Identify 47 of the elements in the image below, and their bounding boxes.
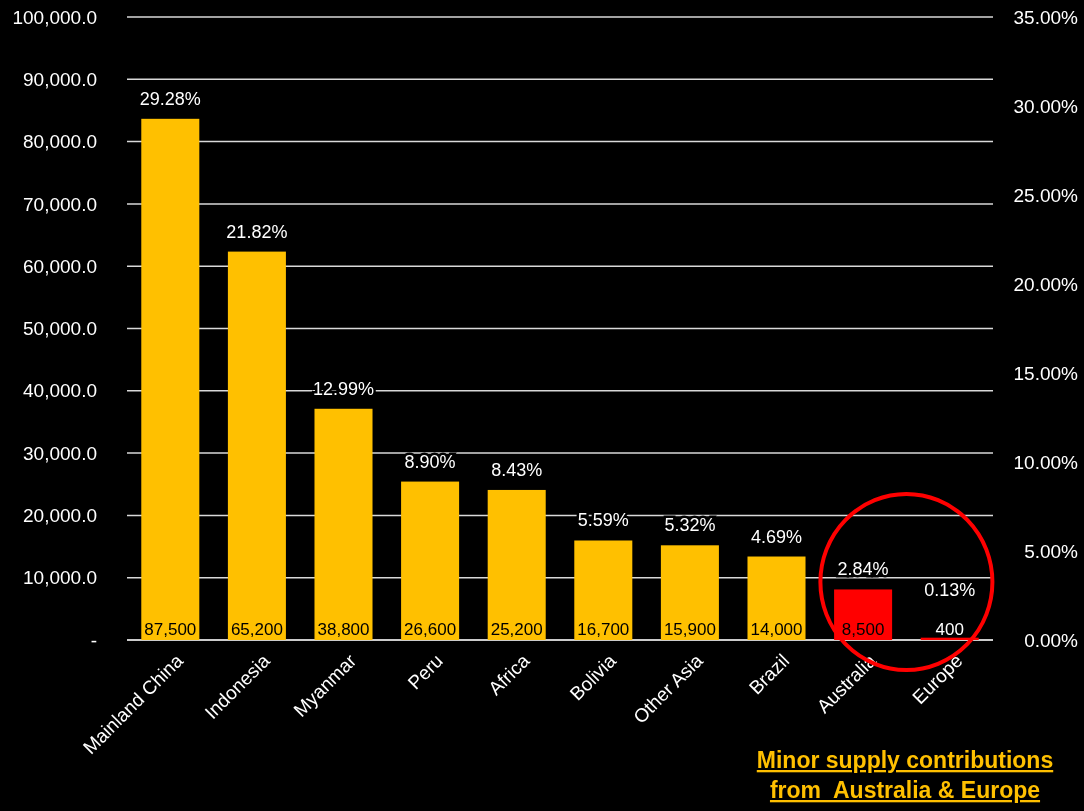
y-tick-label: 100,000.0 <box>12 6 97 28</box>
bar <box>314 408 373 640</box>
bar <box>141 118 200 640</box>
y-tick-label: 40,000.0 <box>23 380 97 402</box>
annotation: 25,200 <box>490 619 543 639</box>
y-tick-label: 10,000.0 <box>23 567 97 589</box>
data-label: 0.13% <box>924 580 976 600</box>
annotation: 8,500 <box>841 619 885 639</box>
data-label: 4.69% <box>750 526 803 547</box>
bar <box>401 481 460 640</box>
annotation: 14,000 <box>750 619 803 639</box>
data-label: 5.59% <box>577 510 629 531</box>
annotation: 87,500 <box>144 619 197 639</box>
data-label: 8.43% <box>491 459 543 480</box>
annotation: 38,800 <box>317 619 370 639</box>
y2-tick-label: 20.00% <box>1013 273 1079 295</box>
y-tick-label: 60,000.0 <box>23 255 97 277</box>
y2-tick-label: 5.00% <box>1024 540 1079 562</box>
annotation: 400 <box>935 619 964 639</box>
annotation: 16,700 <box>577 619 630 639</box>
y2-tick-label: 0.00% <box>1024 629 1079 651</box>
y-tick-label: 30,000.0 <box>23 442 97 464</box>
data-label: 8.90% <box>404 451 456 472</box>
bar <box>487 489 546 640</box>
annotation: 15,900 <box>663 619 716 639</box>
y2-tick-label: 10.00% <box>1013 451 1079 473</box>
bar <box>574 540 633 640</box>
bar <box>227 251 286 640</box>
data-label: 21.82% <box>226 221 288 242</box>
y2-tick-label: 15.00% <box>1013 362 1079 384</box>
y-tick-label: 80,000.0 <box>23 131 97 153</box>
data-label: 2.84% <box>837 559 889 580</box>
bar <box>660 545 719 640</box>
annotation: 65,200 <box>230 619 283 639</box>
y2-tick-label: 25.00% <box>1013 184 1079 206</box>
y2-tick-label: 35.00% <box>1013 6 1079 28</box>
data-label: 5.32% <box>664 515 716 536</box>
bar <box>747 556 806 640</box>
text: Minor supply contributions from Australia & Europe <box>756 747 1054 803</box>
y2-tick-label: 30.00% <box>1013 95 1079 117</box>
y-tick-label: 70,000.0 <box>23 193 97 215</box>
y-tick-label: 20,000.0 <box>23 505 97 527</box>
y-tick-label: 90,000.0 <box>23 68 97 90</box>
y-tick-label: - <box>90 629 97 651</box>
data-label: 29.28% <box>139 88 201 109</box>
annotation: 26,600 <box>404 619 457 639</box>
y-tick-label: 50,000.0 <box>23 318 97 340</box>
